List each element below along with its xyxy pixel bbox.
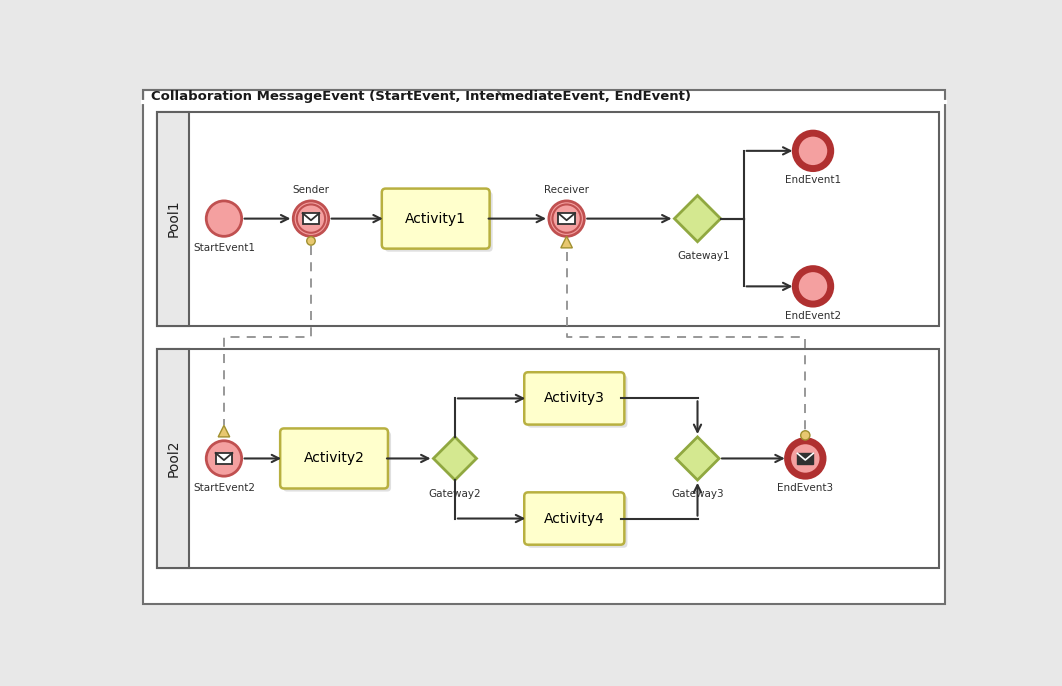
Text: Collaboration MessageEvent (StartEvent, IntermediateEvent, EndEvent): Collaboration MessageEvent (StartEvent, … (151, 90, 690, 103)
Polygon shape (218, 425, 229, 437)
FancyBboxPatch shape (143, 90, 945, 604)
Circle shape (307, 237, 315, 245)
Circle shape (549, 201, 584, 236)
FancyBboxPatch shape (280, 429, 388, 488)
Text: Pool1: Pool1 (166, 200, 181, 237)
Polygon shape (675, 437, 719, 480)
Text: Activity4: Activity4 (544, 512, 604, 525)
Text: Sender: Sender (292, 185, 329, 195)
Text: EndEvent2: EndEvent2 (785, 311, 841, 321)
Polygon shape (143, 90, 507, 102)
FancyBboxPatch shape (559, 213, 575, 224)
FancyBboxPatch shape (157, 112, 189, 326)
Circle shape (795, 269, 830, 304)
Text: StartEvent1: StartEvent1 (193, 244, 255, 253)
FancyBboxPatch shape (157, 348, 189, 568)
Text: Activity3: Activity3 (544, 392, 604, 405)
Circle shape (206, 441, 242, 476)
Text: Gateway1: Gateway1 (678, 251, 730, 261)
FancyBboxPatch shape (798, 453, 813, 464)
Text: Activity2: Activity2 (304, 451, 364, 466)
Circle shape (795, 133, 830, 169)
Text: Receiver: Receiver (544, 185, 589, 195)
FancyBboxPatch shape (157, 112, 939, 326)
Text: Gateway3: Gateway3 (671, 489, 724, 499)
Text: Pool2: Pool2 (166, 440, 181, 477)
Polygon shape (433, 437, 477, 480)
Circle shape (801, 431, 810, 440)
Text: StartEvent2: StartEvent2 (193, 483, 255, 493)
Text: EndEvent3: EndEvent3 (777, 483, 834, 493)
FancyBboxPatch shape (525, 493, 624, 545)
Polygon shape (674, 196, 721, 241)
FancyBboxPatch shape (157, 348, 939, 568)
FancyBboxPatch shape (303, 213, 320, 224)
Polygon shape (561, 236, 572, 248)
FancyBboxPatch shape (525, 372, 624, 425)
Circle shape (788, 441, 823, 476)
FancyBboxPatch shape (284, 431, 391, 492)
Text: EndEvent1: EndEvent1 (785, 176, 841, 185)
FancyBboxPatch shape (528, 495, 628, 548)
Circle shape (293, 201, 328, 236)
Circle shape (206, 201, 242, 236)
FancyBboxPatch shape (382, 189, 490, 248)
FancyBboxPatch shape (384, 191, 493, 252)
Text: Activity1: Activity1 (406, 211, 466, 226)
FancyBboxPatch shape (528, 375, 628, 427)
Text: Gateway2: Gateway2 (429, 489, 481, 499)
FancyBboxPatch shape (216, 453, 233, 464)
